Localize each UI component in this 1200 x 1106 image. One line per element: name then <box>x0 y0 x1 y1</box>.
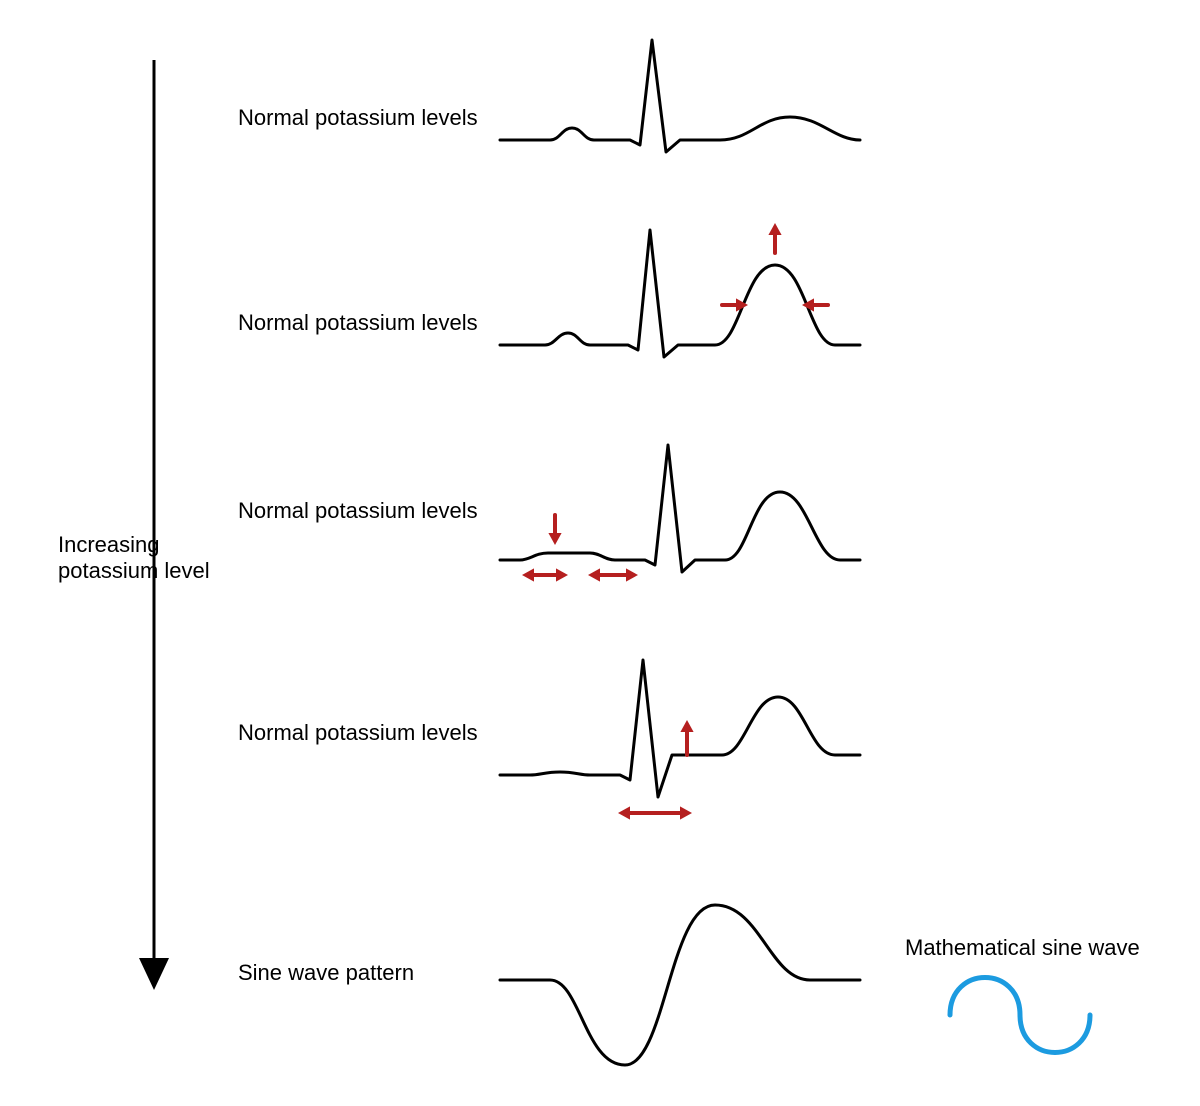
row-label-1: Normal potassium levels <box>238 310 478 336</box>
axis-label-line2: potassium level <box>58 558 210 584</box>
ecg-trace-0 <box>490 10 870 180</box>
ecg-trace-3 <box>490 625 870 835</box>
row-label-3: Normal potassium levels <box>238 720 478 746</box>
row-label-2: Normal potassium levels <box>238 498 478 524</box>
row-label-0: Normal potassium levels <box>238 105 478 131</box>
axis-label-line1: Increasing <box>58 532 160 558</box>
ecg-trace-4 <box>490 870 870 1090</box>
row-label-4: Sine wave pattern <box>238 960 414 986</box>
ecg-trace-1 <box>490 195 870 385</box>
diagram-stage: Increasingpotassium level Normal potassiu… <box>0 0 1200 1106</box>
ecg-trace-2 <box>490 410 870 600</box>
sine-inset <box>940 955 1110 1075</box>
